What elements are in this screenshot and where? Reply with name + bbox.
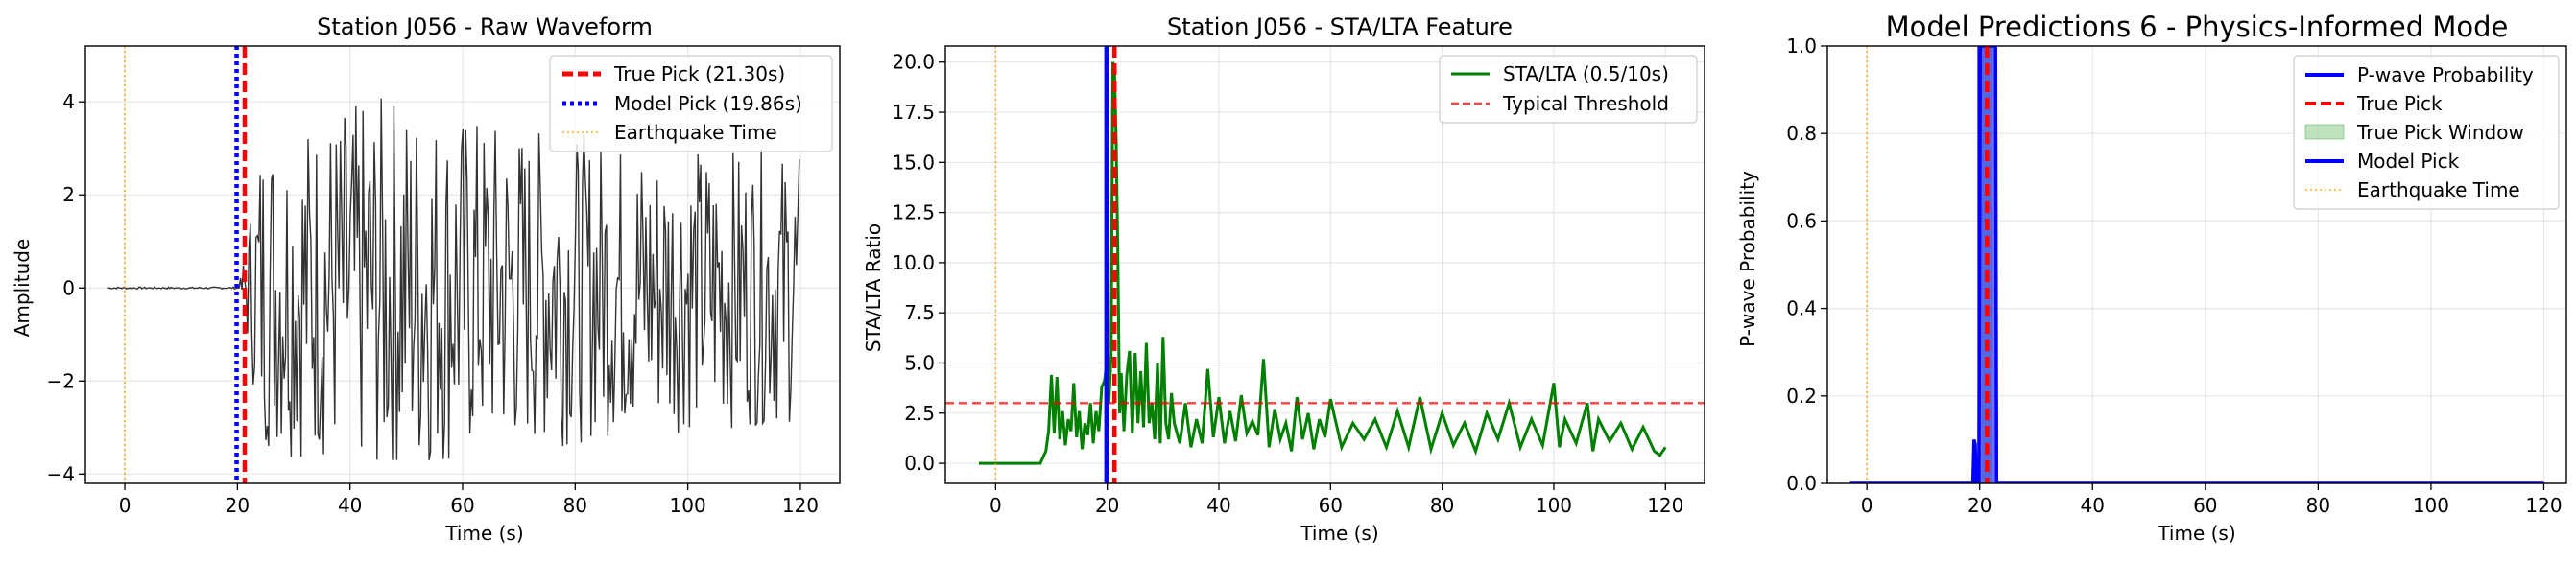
y-tick-label: 5.0 <box>904 351 935 374</box>
legend-swatch-window <box>2304 124 2345 140</box>
y-tick-label: 12.5 <box>892 201 935 224</box>
y-tick-label: 0.4 <box>1786 297 1817 320</box>
y-tick-label: −2 <box>47 369 75 392</box>
x-tick-label: 60 <box>2193 494 2217 517</box>
y-tick-label: 7.5 <box>904 301 935 324</box>
y-tick-label: 10.0 <box>892 251 935 274</box>
x-tick-label: 0 <box>1861 494 1873 517</box>
y-tick-label: 2.5 <box>904 402 935 425</box>
y-tick-label: 4 <box>62 90 75 113</box>
legend-label-stalta: STA/LTA (0.5/10s) <box>1503 62 1669 85</box>
waveform-xlabel: Time (s) <box>444 522 523 545</box>
y-tick-label: 0.6 <box>1786 209 1817 232</box>
stalta-title: Station J056 - STA/LTA Feature <box>1167 13 1513 40</box>
y-tick-label: 0 <box>62 276 75 299</box>
x-tick-label: 40 <box>2081 494 2105 517</box>
predictions-ylabel: P-wave Probability <box>1736 171 1759 347</box>
waveform-legend: True Pick (21.30s) Model Pick (19.86s) E… <box>549 55 833 152</box>
predictions-panel: Model Predictions 6 - Physics-Informed M… <box>1736 11 2567 545</box>
legend-box <box>549 55 833 152</box>
legend-box <box>2293 55 2560 210</box>
legend-label-model-pick: Model Pick (19.86s) <box>614 92 802 115</box>
legend-box <box>1439 55 1698 124</box>
predictions-legend: P-wave Probability True Pick True Pick W… <box>2293 55 2560 210</box>
y-tick-label: 0.0 <box>904 452 935 475</box>
legend-label-true-pick: True Pick <box>2356 92 2443 115</box>
x-tick-label: 120 <box>1647 494 1683 517</box>
legend-label-model-pick: Model Pick <box>2357 150 2460 173</box>
legend-label-earthquake-time: Earthquake Time <box>2357 178 2520 201</box>
y-tick-label: 1.0 <box>1786 35 1817 58</box>
x-tick-label: 80 <box>1430 494 1454 517</box>
y-tick-label: 20.0 <box>892 51 935 74</box>
x-tick-label: 80 <box>2306 494 2330 517</box>
y-tick-label: 2 <box>62 183 75 206</box>
x-tick-label: 0 <box>990 494 1002 517</box>
legend-label-probability: P-wave Probability <box>2357 63 2534 86</box>
predictions-axes-frame <box>1826 45 2567 484</box>
x-tick-label: 80 <box>563 494 587 517</box>
y-tick-label: 15.0 <box>892 151 935 174</box>
legend-label-threshold: Typical Threshold <box>1502 92 1669 115</box>
y-tick-label: 0.0 <box>1786 472 1817 495</box>
predictions-title: Model Predictions 6 - Physics-Informed M… <box>1886 11 2509 43</box>
stalta-panel: Station J056 - STA/LTA Feature Time (s) … <box>862 13 1705 545</box>
x-tick-label: 120 <box>2525 494 2562 517</box>
y-tick-label: 17.5 <box>892 101 935 124</box>
x-tick-label: 120 <box>782 494 819 517</box>
x-tick-label: 40 <box>338 494 362 517</box>
legend-label-window: True Pick Window <box>2356 121 2524 144</box>
stalta-ylabel: STA/LTA Ratio <box>862 223 885 352</box>
x-tick-label: 100 <box>1536 494 1572 517</box>
stalta-xlabel: Time (s) <box>1300 522 1378 545</box>
legend-label-earthquake-time: Earthquake Time <box>614 121 777 144</box>
y-tick-label: −4 <box>47 462 75 485</box>
waveform-title: Station J056 - Raw Waveform <box>317 13 653 40</box>
x-tick-label: 20 <box>1968 494 1992 517</box>
x-tick-label: 60 <box>1319 494 1343 517</box>
predictions-xlabel: Time (s) <box>2157 522 2235 545</box>
x-tick-label: 0 <box>119 494 131 517</box>
y-tick-label: 0.2 <box>1786 385 1817 408</box>
x-tick-label: 20 <box>1095 494 1119 517</box>
stalta-line <box>978 61 1667 465</box>
legend-label-true-pick: True Pick (21.30s) <box>613 62 785 85</box>
waveform-panel: Station J056 - Raw Waveform Time (s) Amp… <box>11 13 841 545</box>
x-tick-label: 100 <box>670 494 706 517</box>
x-tick-label: 60 <box>450 494 474 517</box>
waveform-trace <box>107 98 800 460</box>
y-tick-label: 0.8 <box>1786 122 1817 145</box>
stalta-legend: STA/LTA (0.5/10s) Typical Threshold <box>1439 55 1698 124</box>
x-tick-label: 40 <box>1206 494 1230 517</box>
stalta-axes-frame <box>944 45 1705 484</box>
waveform-ylabel: Amplitude <box>11 239 34 338</box>
x-tick-label: 100 <box>2413 494 2449 517</box>
x-tick-label: 20 <box>226 494 250 517</box>
